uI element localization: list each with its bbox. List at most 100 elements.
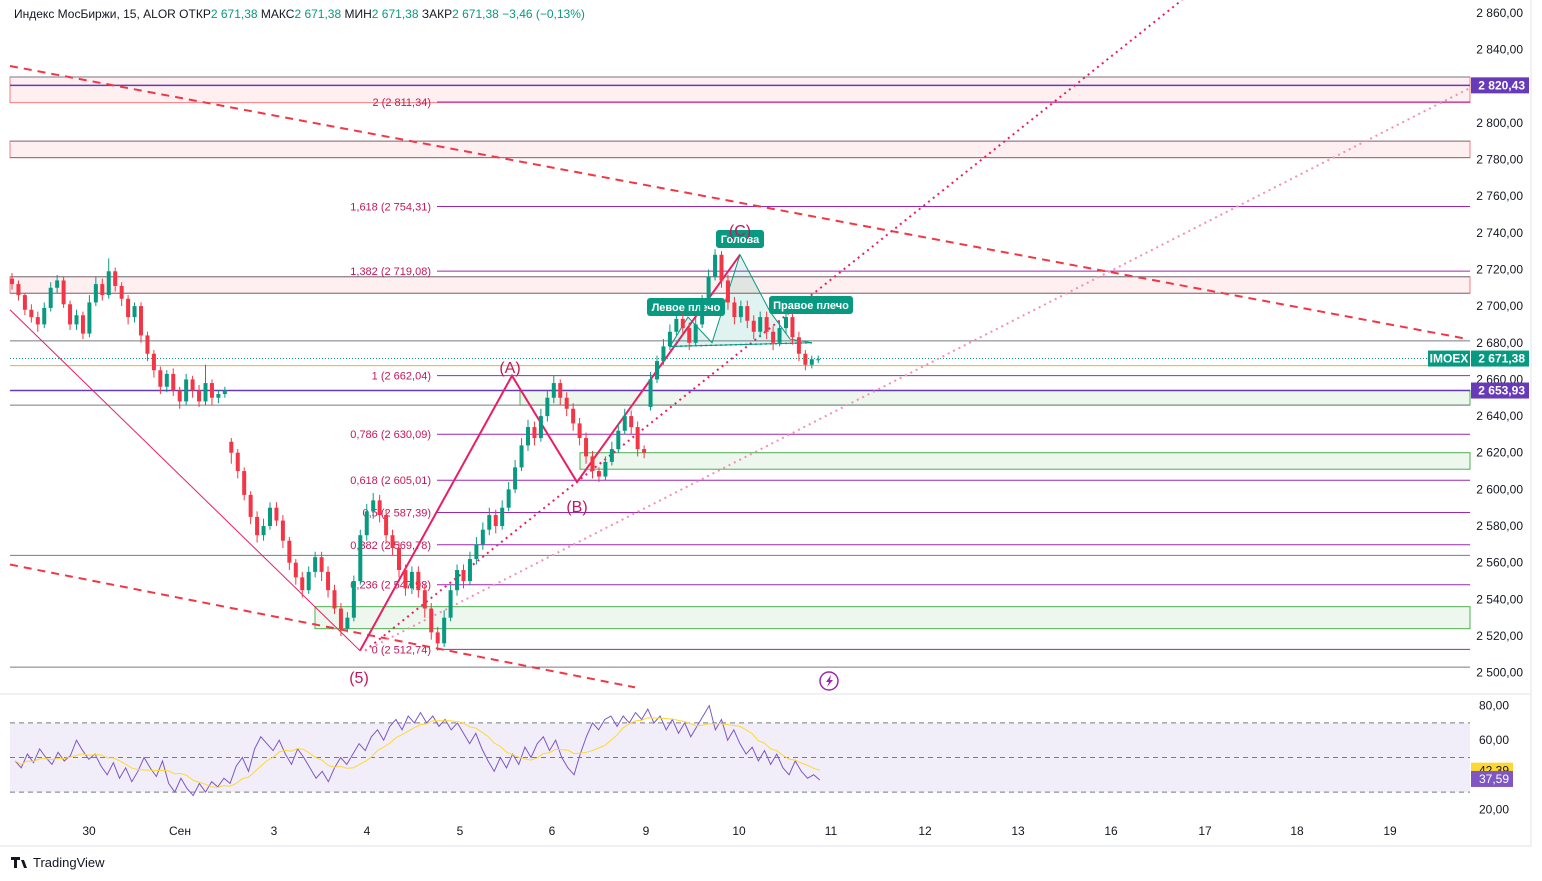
candle-body <box>87 302 92 334</box>
change-value: −3,46 (−0,13%) <box>502 7 585 21</box>
rsi-line <box>14 704 821 797</box>
candle-body <box>61 280 66 305</box>
candle-body <box>22 295 27 310</box>
candle-body <box>338 608 343 629</box>
price-tick-label: 2 540,00 <box>1476 592 1523 606</box>
fib-retracement: 2 (2 811,34) 1,618 (2 754,31) 1,382 (2 719… <box>350 97 1470 656</box>
candle-body <box>197 390 202 402</box>
fib-level-label: 2 (2 811,34) <box>372 97 431 109</box>
candle-body <box>642 449 647 453</box>
candle-body <box>538 416 543 439</box>
price-tick-label: 2 560,00 <box>1476 556 1523 570</box>
legend-header: Индекс МосБиржи, 15, ALOR ОТКР2 671,38 М… <box>14 7 585 21</box>
candle-body <box>29 309 34 318</box>
candle-body <box>584 438 589 457</box>
rsi-value-text: 37,59 <box>1479 772 1509 786</box>
price-tick-label: 2 600,00 <box>1476 482 1523 496</box>
candle-body <box>467 559 472 582</box>
source: ALOR <box>143 7 176 21</box>
time-tick-label: 11 <box>825 824 838 838</box>
time-tick-label: 9 <box>643 824 650 838</box>
wave-label: (5) <box>349 670 369 687</box>
candle-body <box>706 276 711 303</box>
lightning-icon[interactable] <box>819 671 839 691</box>
candles <box>10 249 821 651</box>
symbol-tag <box>1428 350 1470 367</box>
candle-body <box>216 394 221 398</box>
price-tick-label: 2 840,00 <box>1476 42 1523 56</box>
trend-line-upper <box>9 65 1469 341</box>
candle-body <box>493 515 498 527</box>
candle-body <box>713 254 718 277</box>
candle-body <box>248 494 253 517</box>
candle-body <box>751 320 756 332</box>
candle-body <box>571 408 576 424</box>
time-tick-label: 6 <box>549 824 556 838</box>
price-tick-label: 2 680,00 <box>1476 336 1523 350</box>
channel-line <box>9 309 361 652</box>
candle-body <box>158 370 163 387</box>
candle-body <box>725 280 730 303</box>
candle-body <box>480 529 485 545</box>
candle-body <box>648 379 653 407</box>
candle-body <box>790 317 795 338</box>
candle-body <box>261 526 266 536</box>
candle-body <box>577 423 582 439</box>
candle-body <box>403 570 408 589</box>
candle-body <box>764 317 769 332</box>
candle-body <box>461 570 466 582</box>
time-tick-label: 4 <box>364 824 371 838</box>
dotted-trend-shallow <box>364 87 1471 652</box>
close-label: ЗАКР <box>422 7 452 21</box>
candle-body <box>455 570 460 591</box>
candle-body <box>719 254 724 281</box>
fib-level-label: 0,786 (2 630,09) <box>350 429 431 441</box>
resistance-zone <box>9 140 1471 159</box>
pattern-badge <box>769 296 853 314</box>
time-tick-label: 18 <box>1290 824 1304 838</box>
candle-body <box>119 285 124 299</box>
candle-body <box>332 590 337 609</box>
symbol-tag-text: IMOEX <box>1430 352 1469 366</box>
price-tick-label: 2 700,00 <box>1476 299 1523 313</box>
price-tag-text: 2 671,38 <box>1478 352 1525 366</box>
candle-body <box>474 544 479 560</box>
candle-body <box>435 632 440 644</box>
candle-body <box>422 590 427 609</box>
candle-body <box>784 317 788 329</box>
candle-body <box>35 317 40 325</box>
fib-level-label: 1,618 (2 754,31) <box>350 202 431 214</box>
candle-body <box>100 284 105 296</box>
candle-body <box>242 471 247 495</box>
candle-body <box>487 515 492 530</box>
candle-body <box>139 306 143 336</box>
candle-body <box>268 507 272 527</box>
tradingview-logo[interactable]: TradingView <box>11 855 105 870</box>
candle-body <box>700 302 705 325</box>
neckline <box>669 342 813 348</box>
fib-level-label: 0,618 (2 605,01) <box>350 475 431 487</box>
candle-body <box>429 608 434 633</box>
candle-body <box>274 507 279 521</box>
rsi-tick-label: 20,00 <box>1479 802 1509 816</box>
candle-body <box>513 467 518 490</box>
candle-body <box>10 278 14 285</box>
candle-body <box>771 331 776 343</box>
pattern-badge <box>647 298 725 316</box>
candle-body <box>151 353 156 371</box>
candle-body <box>732 302 737 318</box>
price-tick-label: 2 640,00 <box>1476 409 1523 423</box>
open-value: 2 671,38 <box>211 7 258 21</box>
tradingview-logo-icon <box>11 857 27 868</box>
candle-body <box>416 571 421 591</box>
candle-body <box>409 571 414 589</box>
candle-body <box>680 318 685 329</box>
time-axis[interactable]: 30 Сен 3 4 5 6 9 10 11 12 13 16 17 18 19 <box>0 824 1531 847</box>
candle-body <box>177 390 182 402</box>
candle-body <box>796 337 801 354</box>
candle-body <box>609 449 614 462</box>
candle-body <box>745 306 750 321</box>
